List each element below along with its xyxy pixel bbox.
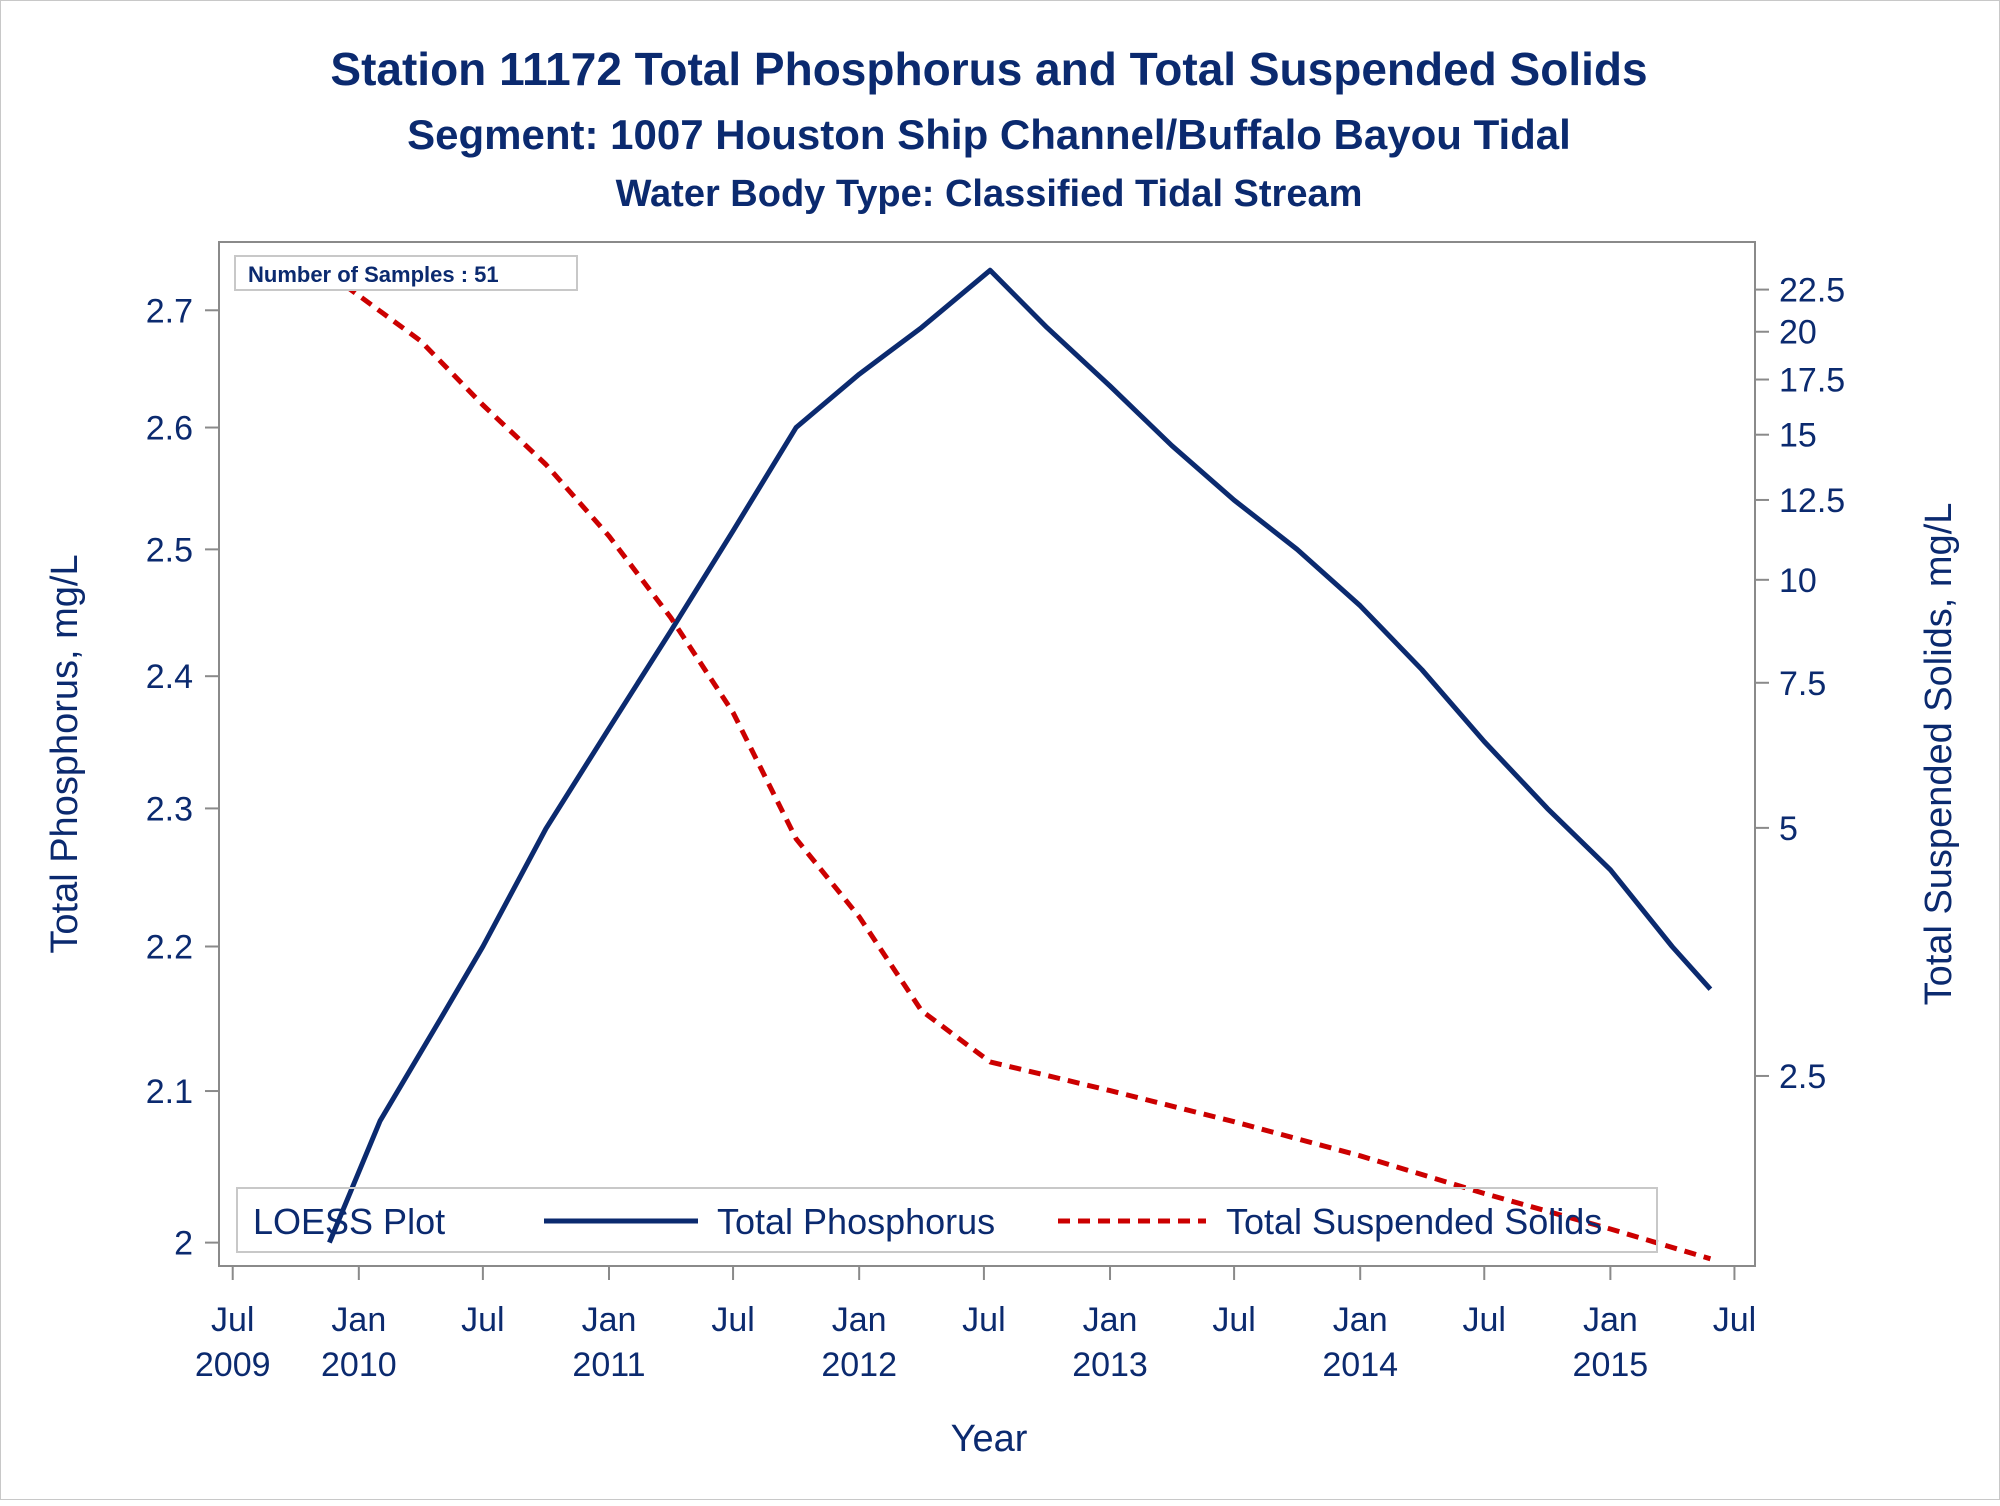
x-tick-label-year: 2009	[195, 1346, 271, 1384]
chart-title: Station 11172 Total Phosphorus and Total…	[330, 43, 1647, 95]
x-tick-label-year: 2010	[321, 1346, 397, 1384]
y-right-tick-label: 5	[1779, 810, 1798, 848]
sample-count-frame	[234, 255, 578, 291]
y-right-tick-label: 20	[1779, 314, 1817, 352]
y-right-tick-label: 17.5	[1779, 362, 1845, 400]
x-axis-label: Year	[951, 1418, 1028, 1460]
x-tick-label-year: 2011	[572, 1346, 645, 1384]
y-right-tick-label: 15	[1779, 417, 1817, 455]
legend: LOESS Plot Total Phosphorus Total Suspen…	[236, 1187, 1658, 1253]
series-line-total-phosphorus	[327, 267, 1713, 1244]
legend-frame	[236, 1187, 1658, 1253]
x-tick-label: Jul	[711, 1301, 754, 1339]
x-tick-label: Jan	[1333, 1301, 1388, 1339]
plot-area-border	[218, 241, 1756, 1267]
x-tick-label: Jan	[331, 1301, 386, 1339]
x-tick-label: Jul	[1713, 1301, 1756, 1339]
y-left-tick-label: 2.6	[146, 410, 193, 448]
y-axis-left-label: Total Phosphorus, mg/L	[44, 554, 86, 953]
y-right-tick-label: 10	[1779, 562, 1817, 600]
y-left-tick-label: 2.5	[146, 531, 193, 569]
x-tick-label: Jul	[211, 1301, 254, 1339]
legend-label-tss: Total Suspended Solids	[1226, 1201, 1602, 1242]
y-left-tick-label: 2	[174, 1225, 193, 1263]
x-tick-label: Jul	[1212, 1301, 1255, 1339]
y-axis-right: 2.5 5 7.5 10 12.5 15 17.5 20 22.5	[1755, 272, 1845, 1096]
y-axis-right-label: Total Suspended Solids, mg/L	[1918, 503, 1960, 1006]
series-layer	[327, 267, 1713, 1262]
y-axis-left: 2 2.1 2.2 2.3 2.4 2.5 2.6 2.7	[146, 292, 219, 1263]
x-tick-label: Jan	[832, 1301, 887, 1339]
x-tick-label: Jan	[1083, 1301, 1138, 1339]
y-left-tick-label: 2.1	[146, 1073, 193, 1111]
y-right-tick-label: 22.5	[1779, 272, 1845, 310]
x-tick-label: Jul	[461, 1301, 504, 1339]
sample-count-box: Number of Samples : 51	[234, 255, 578, 291]
y-left-tick-label: 2.3	[146, 790, 193, 828]
y-right-tick-label: 12.5	[1779, 482, 1845, 520]
y-left-tick-label: 2.4	[146, 658, 193, 696]
y-left-tick-label: 2.7	[146, 292, 193, 330]
legend-label-phosphorus: Total Phosphorus	[717, 1201, 995, 1242]
sample-count-text: Number of Samples : 51	[248, 262, 499, 287]
x-tick-label-year: 2014	[1322, 1346, 1398, 1384]
legend-title: LOESS Plot	[253, 1201, 445, 1242]
x-tick-label: Jan	[582, 1301, 637, 1339]
chart-subtitle-segment: Segment: 1007 Houston Ship Channel/Buffa…	[407, 111, 1571, 158]
y-right-tick-label: 2.5	[1779, 1058, 1826, 1096]
x-axis: Jul 2009 Jan 2010 Jul Jan 2011 Jul Jan 2012 Jul Jan…	[195, 1265, 1756, 1384]
x-tick-label: Jul	[962, 1301, 1005, 1339]
x-tick-label-year: 2015	[1573, 1346, 1649, 1384]
y-left-tick-label: 2.2	[146, 929, 193, 967]
chart-subtitle-waterbody: Water Body Type: Classified Tidal Stream	[616, 173, 1363, 215]
y-right-tick-label: 7.5	[1779, 665, 1826, 703]
x-tick-label: Jul	[1463, 1301, 1506, 1339]
x-tick-label-year: 2013	[1072, 1346, 1148, 1384]
x-tick-label: Jan	[1583, 1301, 1638, 1339]
x-tick-label-year: 2012	[821, 1346, 897, 1384]
series-line-total-suspended-solids	[327, 271, 1712, 1262]
